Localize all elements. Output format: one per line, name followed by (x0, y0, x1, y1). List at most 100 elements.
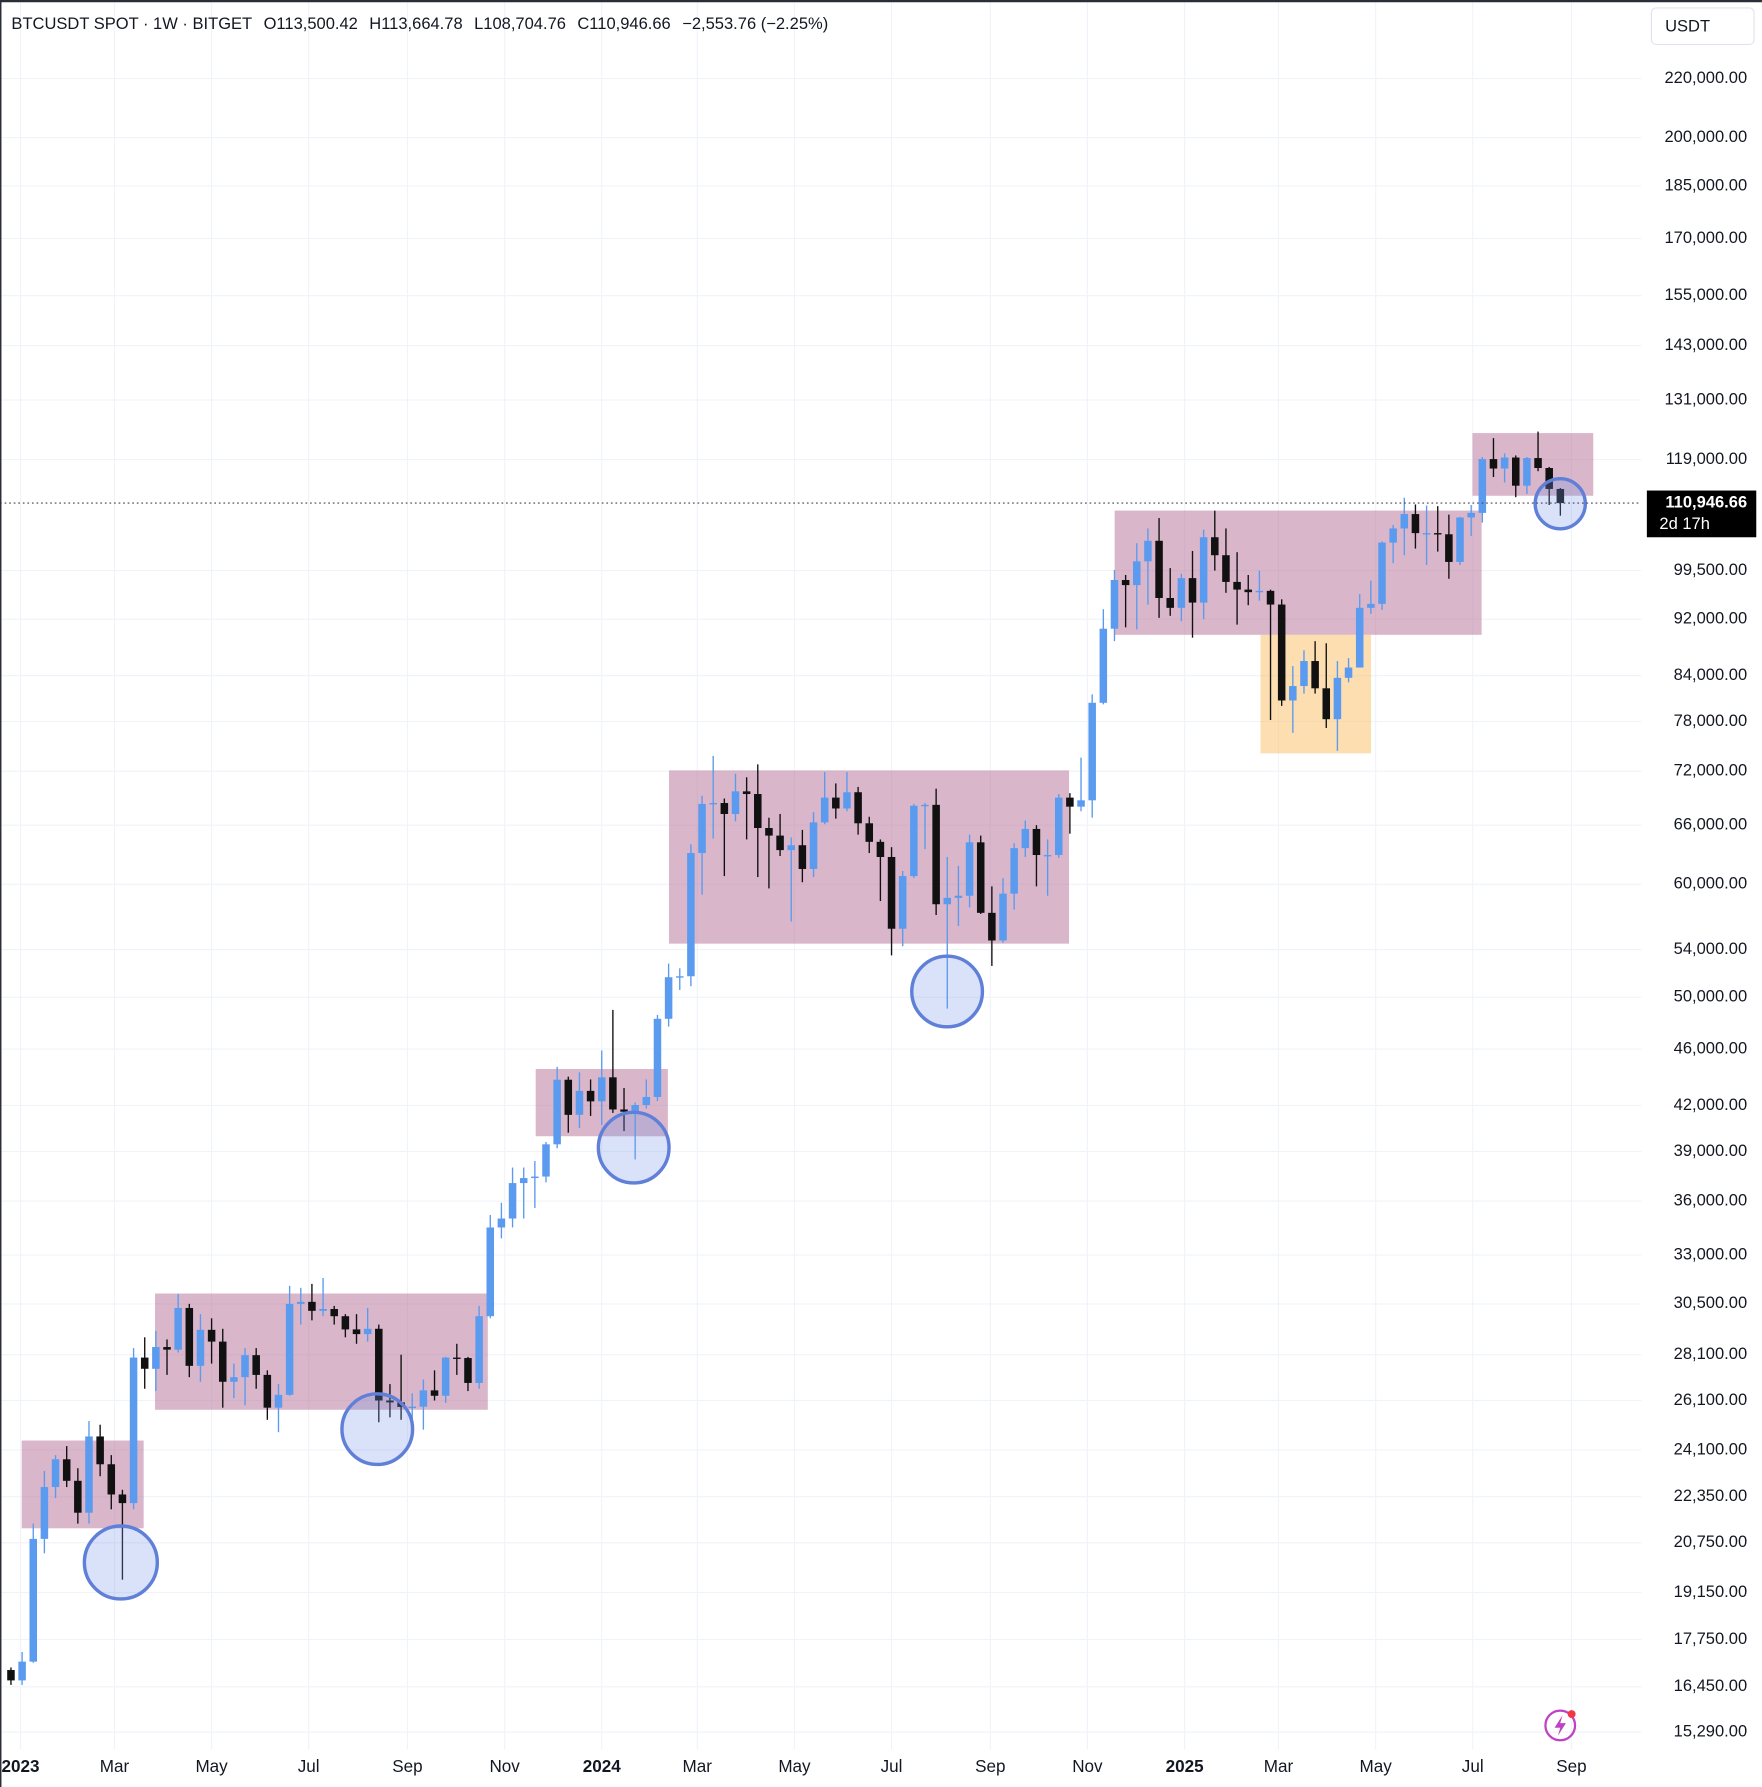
candle-body (1311, 661, 1319, 689)
candle-body (1133, 561, 1141, 586)
candle-body (230, 1377, 238, 1382)
x-tick-label: Nov (1072, 1757, 1103, 1776)
icon-bolt[interactable] (1554, 1715, 1566, 1736)
candle-body (988, 912, 996, 941)
candle-body (308, 1301, 316, 1311)
x-tick-label: 2023 (2, 1757, 40, 1776)
candle-body (887, 856, 896, 929)
candle-body (542, 1144, 550, 1177)
candle-body (1445, 534, 1453, 562)
candle-body (698, 803, 706, 854)
candle-body (653, 1018, 662, 1097)
candle-body (285, 1303, 294, 1395)
symbol: BTCUSDT SPOT · 1W · BITGET (11, 14, 252, 33)
alert-icon[interactable] (1544, 1709, 1577, 1742)
y-tick-label: 60,000.00 (1674, 874, 1747, 893)
icon-dot[interactable] (1567, 1710, 1576, 1719)
candle-body (720, 803, 729, 815)
candle-body (1556, 488, 1565, 504)
candle-body (1489, 459, 1498, 469)
candle-body (809, 822, 818, 869)
candle-body (1010, 848, 1018, 894)
candle-body (174, 1307, 182, 1350)
candle-body (1043, 855, 1052, 857)
y-tick-label: 39,000.00 (1674, 1141, 1747, 1160)
y-tick-label: 220,000.00 (1664, 68, 1747, 87)
candle-body (1032, 828, 1041, 856)
range-box (1114, 510, 1482, 635)
candle-body (1422, 533, 1431, 535)
y-tick-label: 72,000.00 (1674, 761, 1747, 780)
y-tick-label: 19,150.00 (1674, 1582, 1747, 1601)
candle-body (1545, 468, 1553, 489)
highlight-circle (340, 1392, 415, 1467)
candle-body (553, 1079, 561, 1145)
candle-body (497, 1218, 506, 1228)
highlight-circle (596, 1110, 671, 1185)
candle-body (642, 1096, 651, 1106)
candle-body (687, 853, 695, 977)
x-tick-label: May (1360, 1757, 1393, 1776)
candle-body (1110, 580, 1119, 629)
candle-body (207, 1329, 216, 1342)
candle-body (464, 1358, 472, 1383)
candle-body (62, 1459, 71, 1481)
candle-body (1389, 528, 1397, 543)
candle-body (40, 1487, 49, 1539)
candle-body (1433, 533, 1442, 535)
candle-body (1411, 514, 1420, 534)
candle-body (74, 1480, 82, 1513)
candle-body (1534, 458, 1542, 469)
y-tick-label: 30,500.00 (1674, 1293, 1747, 1312)
candle-body (765, 828, 773, 836)
candle-body (898, 876, 907, 929)
candle-body (1277, 604, 1286, 701)
range-box (669, 770, 1070, 944)
candle-body (575, 1090, 584, 1115)
candle-body (218, 1341, 227, 1382)
circles (82, 476, 1588, 1601)
currency-button[interactable] (1650, 7, 1755, 46)
candle-body (152, 1347, 160, 1369)
candle-body (408, 1406, 417, 1409)
candle-body (1088, 702, 1096, 801)
candle-body (1300, 661, 1308, 687)
candle-body (274, 1394, 283, 1408)
candle-body (129, 1357, 138, 1504)
candle-body (363, 1328, 372, 1335)
candle-body (1511, 457, 1520, 486)
candle-body (1222, 555, 1230, 582)
candle-body (85, 1436, 93, 1513)
candle-body (118, 1494, 127, 1504)
candle-body (865, 823, 874, 842)
candle-body (876, 841, 885, 857)
x-tick-label: Sep (392, 1757, 422, 1776)
candle-body (252, 1355, 260, 1375)
candle-body (1066, 797, 1074, 807)
y-tick-label: 78,000.00 (1674, 711, 1747, 730)
candle-body (297, 1301, 305, 1304)
currency-label[interactable]: USDT (1665, 17, 1710, 36)
candle-body (1467, 512, 1475, 518)
candle-body (196, 1329, 205, 1366)
candle-body (1166, 597, 1174, 608)
candle-body (375, 1328, 383, 1401)
y-tick-label: 131,000.00 (1664, 389, 1747, 408)
x-tick-label: Jul (1462, 1757, 1484, 1776)
candle-body (486, 1227, 495, 1317)
candle-body (1478, 459, 1487, 513)
candle-body (1266, 590, 1275, 605)
candle-body (1233, 581, 1241, 590)
candle-body (508, 1183, 517, 1219)
highlight-circle (910, 954, 985, 1029)
candle-body (185, 1307, 194, 1366)
candle-body (731, 791, 740, 815)
y-tick-label: 15,290.00 (1674, 1721, 1747, 1740)
candle-body (1500, 457, 1509, 469)
candle-body (352, 1329, 361, 1335)
highlight-circle (1533, 476, 1588, 531)
candle-body (1021, 828, 1030, 849)
candle-body (319, 1308, 327, 1311)
candle-body (1199, 537, 1208, 603)
icon-ring[interactable] (1544, 1709, 1577, 1742)
